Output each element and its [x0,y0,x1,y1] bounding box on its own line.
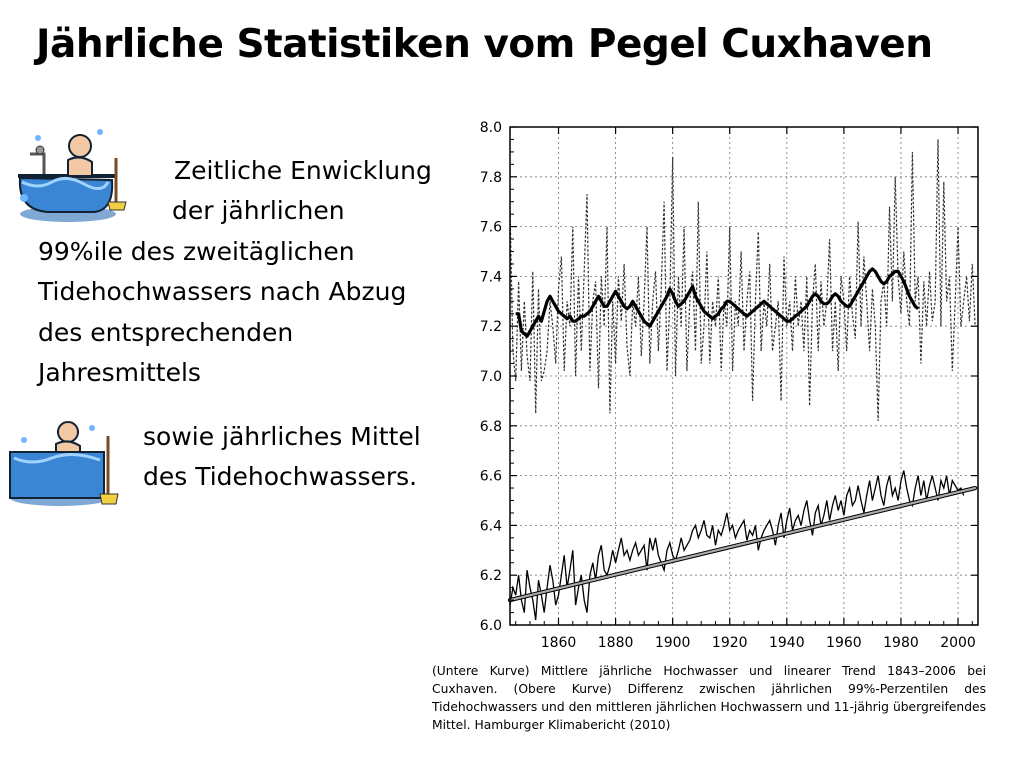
page-title: Jährliche Statistiken vom Pegel Cuxhaven [36,22,933,67]
trend-line [508,486,977,602]
bullet2-line1: sowie jährliches Mittel [143,422,421,451]
y-tick-label: 7.2 [480,319,502,335]
y-tick-label: 6.6 [480,469,502,485]
y-tick-label: 6.2 [480,568,502,584]
bullet1-line4: Tidehochwassers nach Abzug [38,277,407,306]
x-tick-label: 1980 [883,635,919,651]
x-tick-label: 1860 [541,635,577,651]
bullet2-line2: des Tidehochwassers. [143,462,418,491]
bullet1-line1: Zeitliche Enwicklung [174,156,432,185]
y-tick-label: 6.8 [480,419,502,435]
series-mean-high-water [509,470,965,621]
x-tick-label: 1900 [655,635,691,651]
x-tick-label: 1920 [712,635,748,651]
y-tick-label: 8.0 [480,120,502,136]
figure-caption: (Untere Kurve) Mittlere jährliche Hochwa… [432,664,986,732]
bullet1-line3: 99%ile des zweitäglichen [38,237,355,266]
bullet1-line6: Jahresmittels [38,358,201,387]
bullet1-line2: der jährlichen [172,196,345,225]
x-tick-label: 2000 [940,635,976,651]
y-tick-label: 7.8 [480,170,502,186]
bathtub-cartoon-icon [9,421,119,506]
tide-chart: 6.0 6.2 6.4 6.6 6.8 7.0 7.2 7.4 7.6 7.8 8.0 1860 188… [480,120,979,651]
bullet1-line5: des entsprechenden [38,318,294,347]
y-tick-label: 6.4 [480,518,502,534]
chart-grid [510,127,978,625]
y-tick-label: 7.4 [480,269,502,285]
series-11yr-mean [515,267,920,338]
x-tick-label: 1940 [769,635,805,651]
x-tick-label: 1960 [826,635,862,651]
series-99pct-difference [509,139,976,421]
y-tick-label: 7.6 [480,220,502,236]
chart-frame [509,126,979,626]
chart-ticks: 6.0 6.2 6.4 6.6 6.8 7.0 7.2 7.4 7.6 7.8 8.0 1860 188… [480,120,978,651]
chart-series [507,139,978,621]
y-tick-label: 7.0 [480,369,502,385]
x-tick-label: 1880 [598,635,634,651]
bathtub-cartoon-icon [18,129,127,222]
y-tick-label: 6.0 [480,618,502,634]
